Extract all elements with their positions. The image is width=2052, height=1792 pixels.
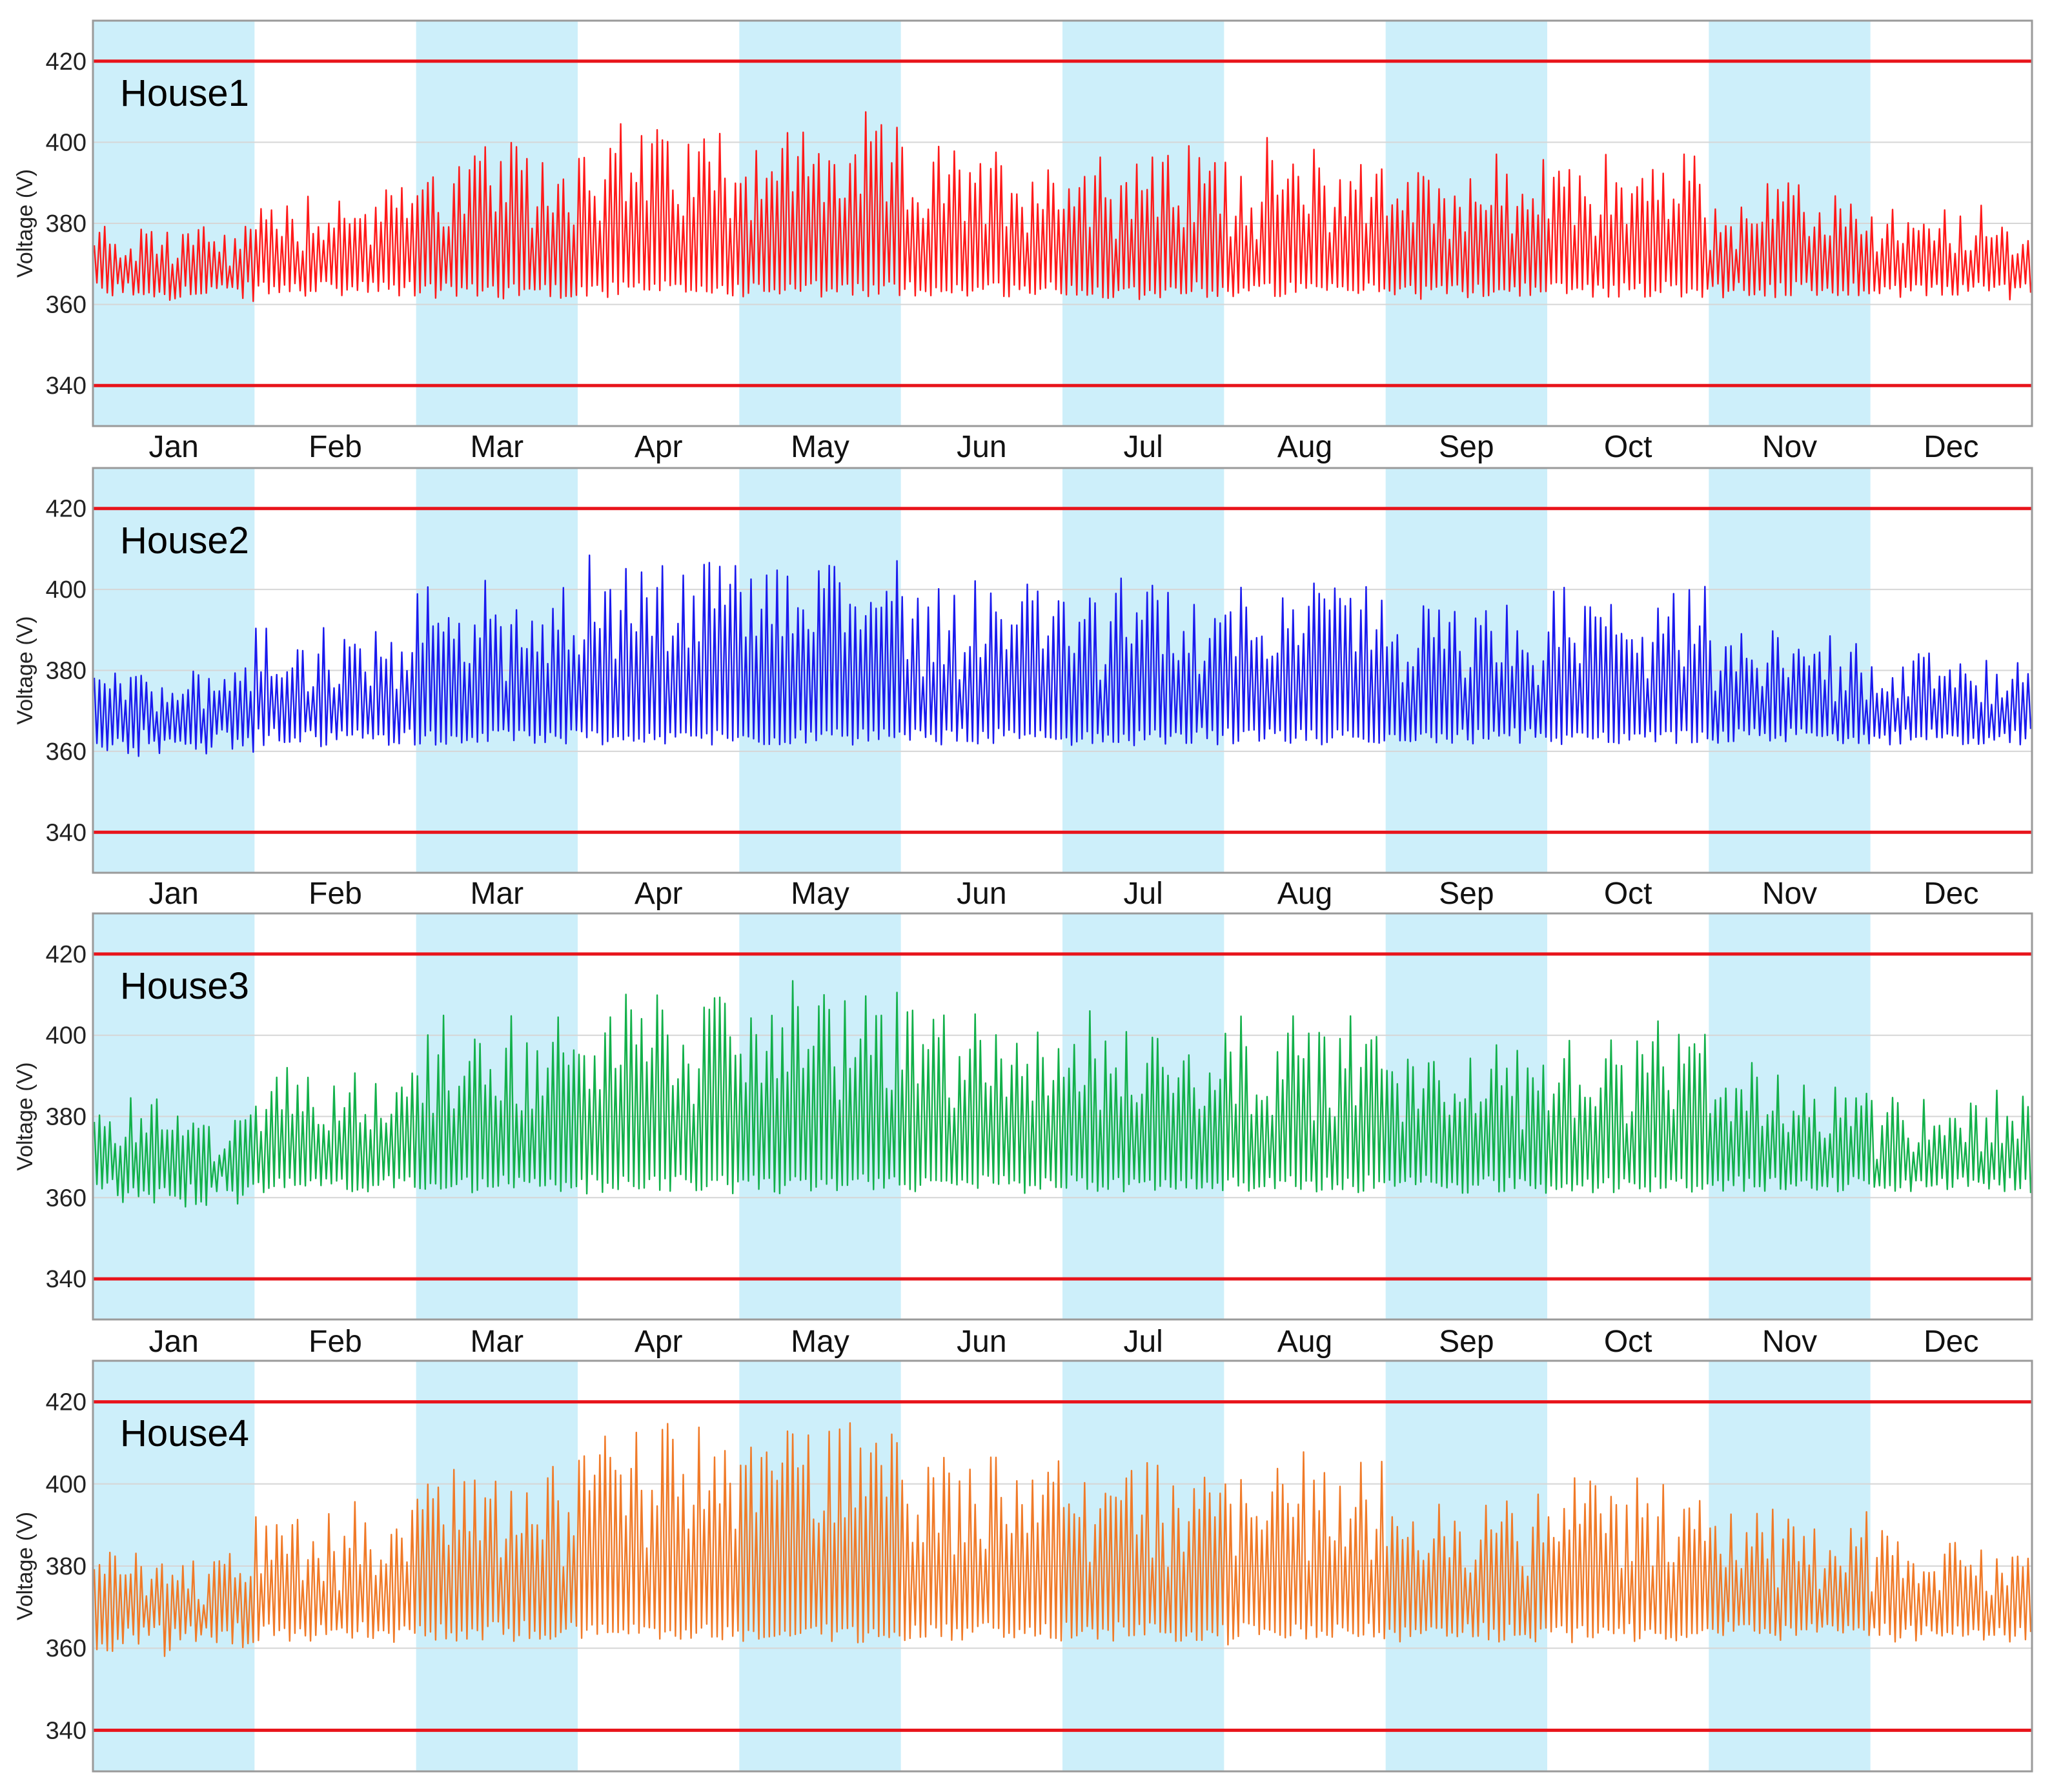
month-label-may: May — [791, 1325, 849, 1359]
plot-frame — [92, 467, 2033, 874]
month-label-mar: Mar — [470, 877, 523, 911]
y-tick-label: 340 — [46, 1266, 86, 1293]
y-tick-label: 340 — [46, 372, 86, 400]
plot-frame — [92, 1359, 2033, 1773]
y-tick-label: 400 — [46, 576, 86, 604]
series-line-house4 — [93, 1422, 2032, 1657]
month-label-aug: Aug — [1277, 1325, 1332, 1359]
y-tick-label: 360 — [46, 292, 86, 319]
month-label-dec: Dec — [1924, 877, 1978, 911]
month-label-jul: Jul — [1123, 430, 1163, 464]
plot-frame — [92, 912, 2033, 1321]
month-label-jul: Jul — [1123, 1325, 1163, 1359]
month-label-feb: Feb — [309, 430, 362, 464]
panel-house2: 340 360 380 400 420 House2 Voltage (V) Jan Feb Ma… — [13, 467, 2033, 911]
month-label-jun: Jun — [957, 430, 1006, 464]
y-tick-label: 420 — [46, 496, 86, 523]
y-tick-label: 420 — [46, 48, 86, 76]
month-label-may: May — [791, 877, 849, 911]
panel-house1: 340 360 380 400 420 House1 Voltage (V) Jan Feb Ma… — [13, 19, 2033, 464]
month-label-jun: Jun — [957, 1325, 1006, 1359]
month-label-jul: Jul — [1123, 877, 1163, 911]
y-axis-label: Voltage (V) — [13, 1512, 37, 1620]
y-tick-label: 360 — [46, 1185, 86, 1212]
month-label-apr: Apr — [635, 430, 683, 464]
month-label-jan: Jan — [148, 430, 198, 464]
panel-house4: 340 360 380 400 420 House4 Voltage (V) — [13, 1359, 2033, 1773]
y-tick-label: 360 — [46, 1635, 86, 1662]
y-tick-label: 420 — [46, 1389, 86, 1416]
y-tick-label: 360 — [46, 738, 86, 766]
y-tick-label: 380 — [46, 658, 86, 685]
y-tick-label: 340 — [46, 1717, 86, 1744]
month-label-jan: Jan — [148, 877, 198, 911]
month-label-apr: Apr — [635, 1325, 683, 1359]
series-line-house3 — [93, 980, 2032, 1208]
panel-house3: 340 360 380 400 420 House3 Voltage (V) Jan Feb Ma… — [13, 912, 2033, 1359]
y-tick-label: 400 — [46, 129, 86, 156]
month-label-nov: Nov — [1762, 877, 1817, 911]
y-tick-label: 380 — [46, 1553, 86, 1580]
house-label: House4 — [120, 1412, 249, 1454]
series-line-house2 — [93, 555, 2032, 757]
y-axis-label: Voltage (V) — [13, 1062, 37, 1170]
month-label-dec: Dec — [1924, 1325, 1978, 1359]
y-tick-label: 340 — [46, 819, 86, 846]
month-label-nov: Nov — [1762, 430, 1817, 464]
month-label-jun: Jun — [957, 877, 1006, 911]
month-label-mar: Mar — [470, 430, 523, 464]
month-label-jan: Jan — [148, 1325, 198, 1359]
house-label: House3 — [120, 965, 249, 1007]
month-label-sep: Sep — [1439, 1325, 1494, 1359]
month-label-dec: Dec — [1924, 430, 1978, 464]
month-label-apr: Apr — [635, 877, 683, 911]
y-tick-label: 420 — [46, 941, 86, 968]
y-tick-label: 380 — [46, 210, 86, 238]
y-tick-label: 400 — [46, 1471, 86, 1498]
month-label-oct: Oct — [1604, 1325, 1652, 1359]
month-label-oct: Oct — [1604, 430, 1652, 464]
month-label-feb: Feb — [309, 1325, 362, 1359]
month-label-nov: Nov — [1762, 1325, 1817, 1359]
month-label-sep: Sep — [1439, 877, 1494, 911]
y-axis-label: Voltage (V) — [13, 616, 37, 724]
month-label-feb: Feb — [309, 877, 362, 911]
month-label-oct: Oct — [1604, 877, 1652, 911]
month-label-sep: Sep — [1439, 430, 1494, 464]
month-label-aug: Aug — [1277, 430, 1332, 464]
month-label-aug: Aug — [1277, 877, 1332, 911]
plot-frame — [92, 19, 2033, 427]
y-tick-label: 380 — [46, 1104, 86, 1131]
series-line-house1 — [93, 111, 2032, 302]
month-label-mar: Mar — [470, 1325, 523, 1359]
y-axis-label: Voltage (V) — [13, 169, 37, 278]
house-label: House1 — [120, 72, 249, 114]
house-label: House2 — [120, 520, 249, 562]
month-label-may: May — [791, 430, 849, 464]
y-tick-label: 400 — [46, 1023, 86, 1050]
